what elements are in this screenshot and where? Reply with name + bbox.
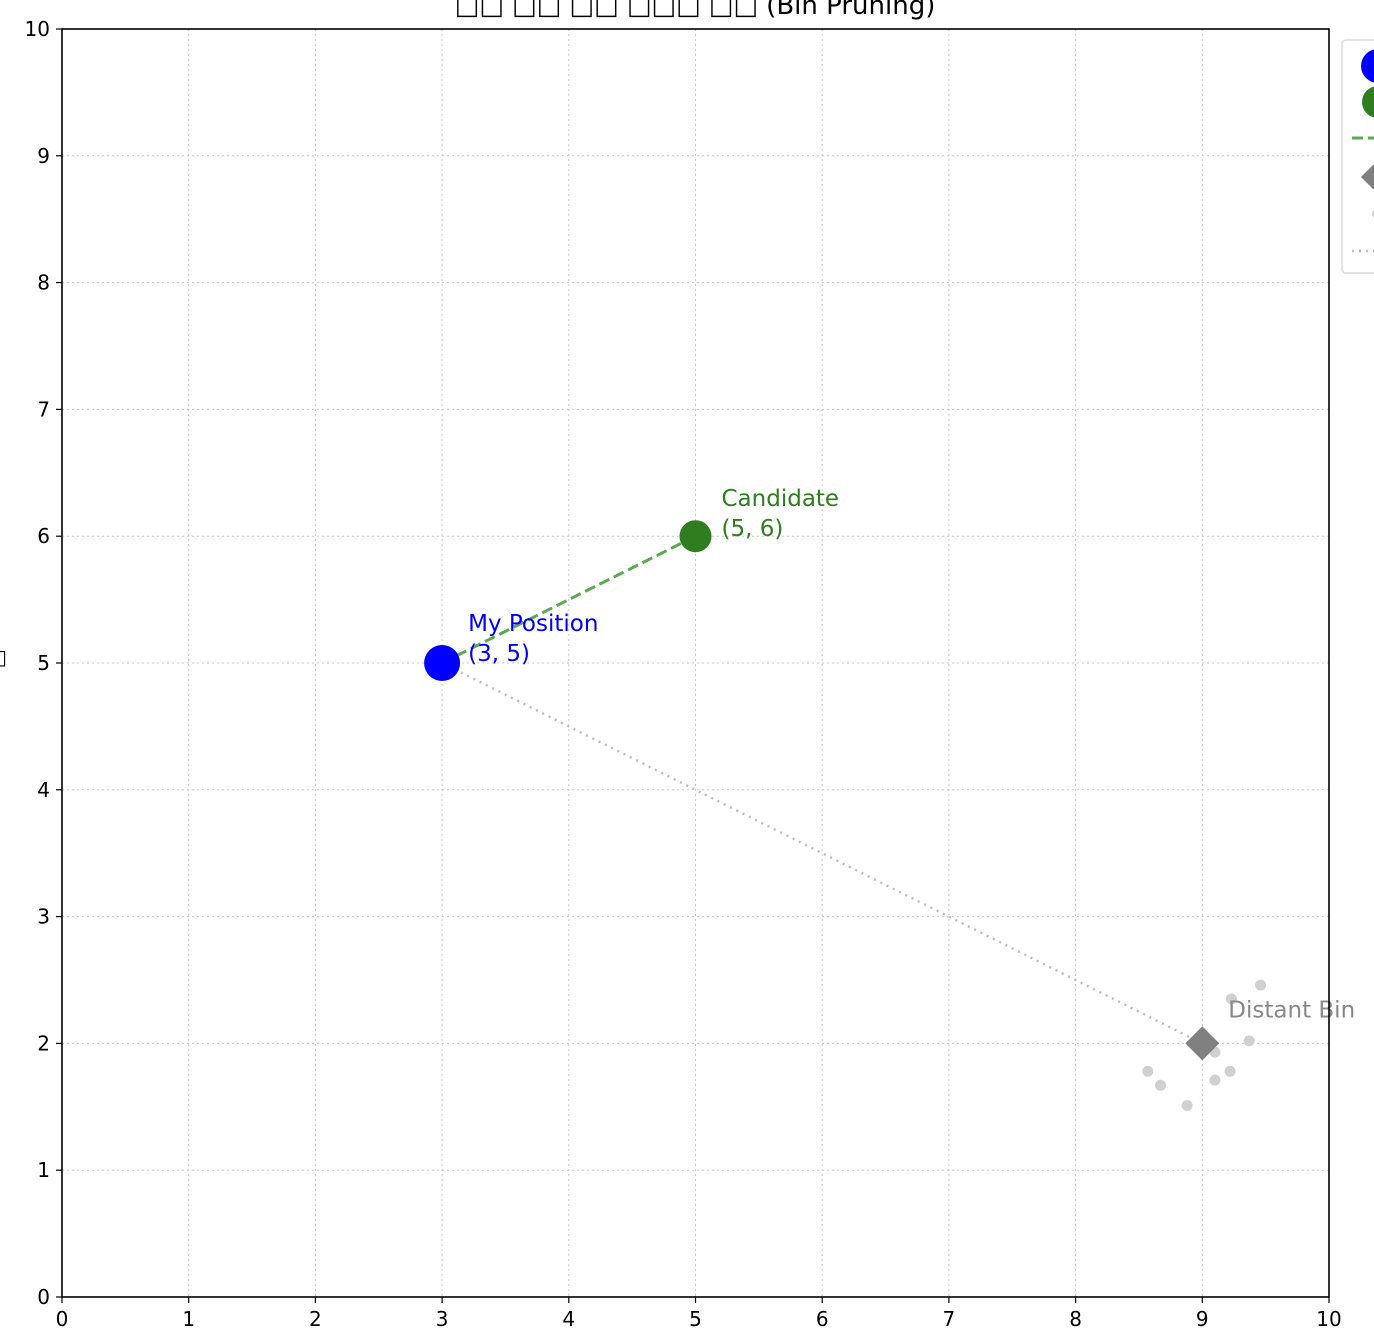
cluster-point (1142, 1065, 1154, 1077)
legend (1341, 39, 1374, 274)
x-tick-label: 8 (1069, 1307, 1082, 1331)
distant-bin-point (1185, 1026, 1220, 1061)
x-tick-label: 7 (943, 1307, 956, 1331)
legend-my-position-marker (1361, 49, 1374, 83)
cluster-point (1225, 993, 1237, 1005)
y-tick-label: 5 (37, 651, 50, 675)
pruned-distance-line (441, 661, 1203, 1045)
y-tick-label: 10 (25, 17, 50, 41)
grid (61, 28, 1330, 1298)
candidate-point (679, 520, 712, 553)
x-tick-label: 5 (689, 1307, 702, 1331)
x-tick-label: 3 (436, 1307, 449, 1331)
annotations: My Position (3, 5) Candidate (5, 6) Distant … (468, 486, 1355, 1023)
y-tick-label: 2 (37, 1031, 50, 1055)
x-tick-label: 6 (816, 1307, 829, 1331)
cluster-point (1224, 1065, 1236, 1077)
my-position-label: My Position (3, 5) (468, 611, 598, 667)
connection-lines (441, 534, 1203, 1045)
x-tick-label: 1 (182, 1307, 195, 1331)
chart-title: □□ □□ □□ □□□ □□ (Bin Pruning) (455, 0, 936, 21)
x-tick-label: 4 (562, 1307, 575, 1331)
y-tick-label: 8 (37, 271, 50, 295)
x-tick-label: 9 (1196, 1307, 1209, 1331)
markers (424, 520, 1220, 1061)
distant-bin-label: Distant Bin (1228, 997, 1355, 1023)
cluster-point (1255, 979, 1267, 991)
x-tick-label: 2 (309, 1307, 322, 1331)
y-tick-label: 6 (37, 524, 50, 548)
y-tick-label: 3 (37, 905, 50, 929)
candidate-label: Candidate (5, 6) (722, 486, 840, 542)
x-tick-label: 0 (56, 1307, 69, 1331)
legend-candidate-marker (1362, 86, 1374, 118)
x-tick-label: 10 (1316, 1307, 1341, 1331)
cluster-point (1181, 1100, 1193, 1112)
legend-distant-bin-marker (1361, 164, 1374, 190)
axis-ticks: 0 1 2 3 4 5 6 7 8 9 10 0 1 2 3 4 5 6 7 8 9 10 (25, 17, 1342, 1331)
y-tick-label: 1 (37, 1158, 50, 1182)
cluster-point (1243, 1035, 1255, 1047)
cluster-point (1154, 1079, 1166, 1091)
my-position-point (424, 645, 461, 681)
y-tick-label: 9 (37, 144, 50, 168)
y-tick-label: 7 (37, 397, 50, 421)
y-axis-label-stub: ▯ (0, 645, 7, 669)
cluster-point (1209, 1074, 1221, 1086)
y-tick-label: 4 (37, 778, 50, 802)
y-tick-label: 0 (37, 1285, 50, 1309)
distant-cluster (1142, 979, 1267, 1112)
